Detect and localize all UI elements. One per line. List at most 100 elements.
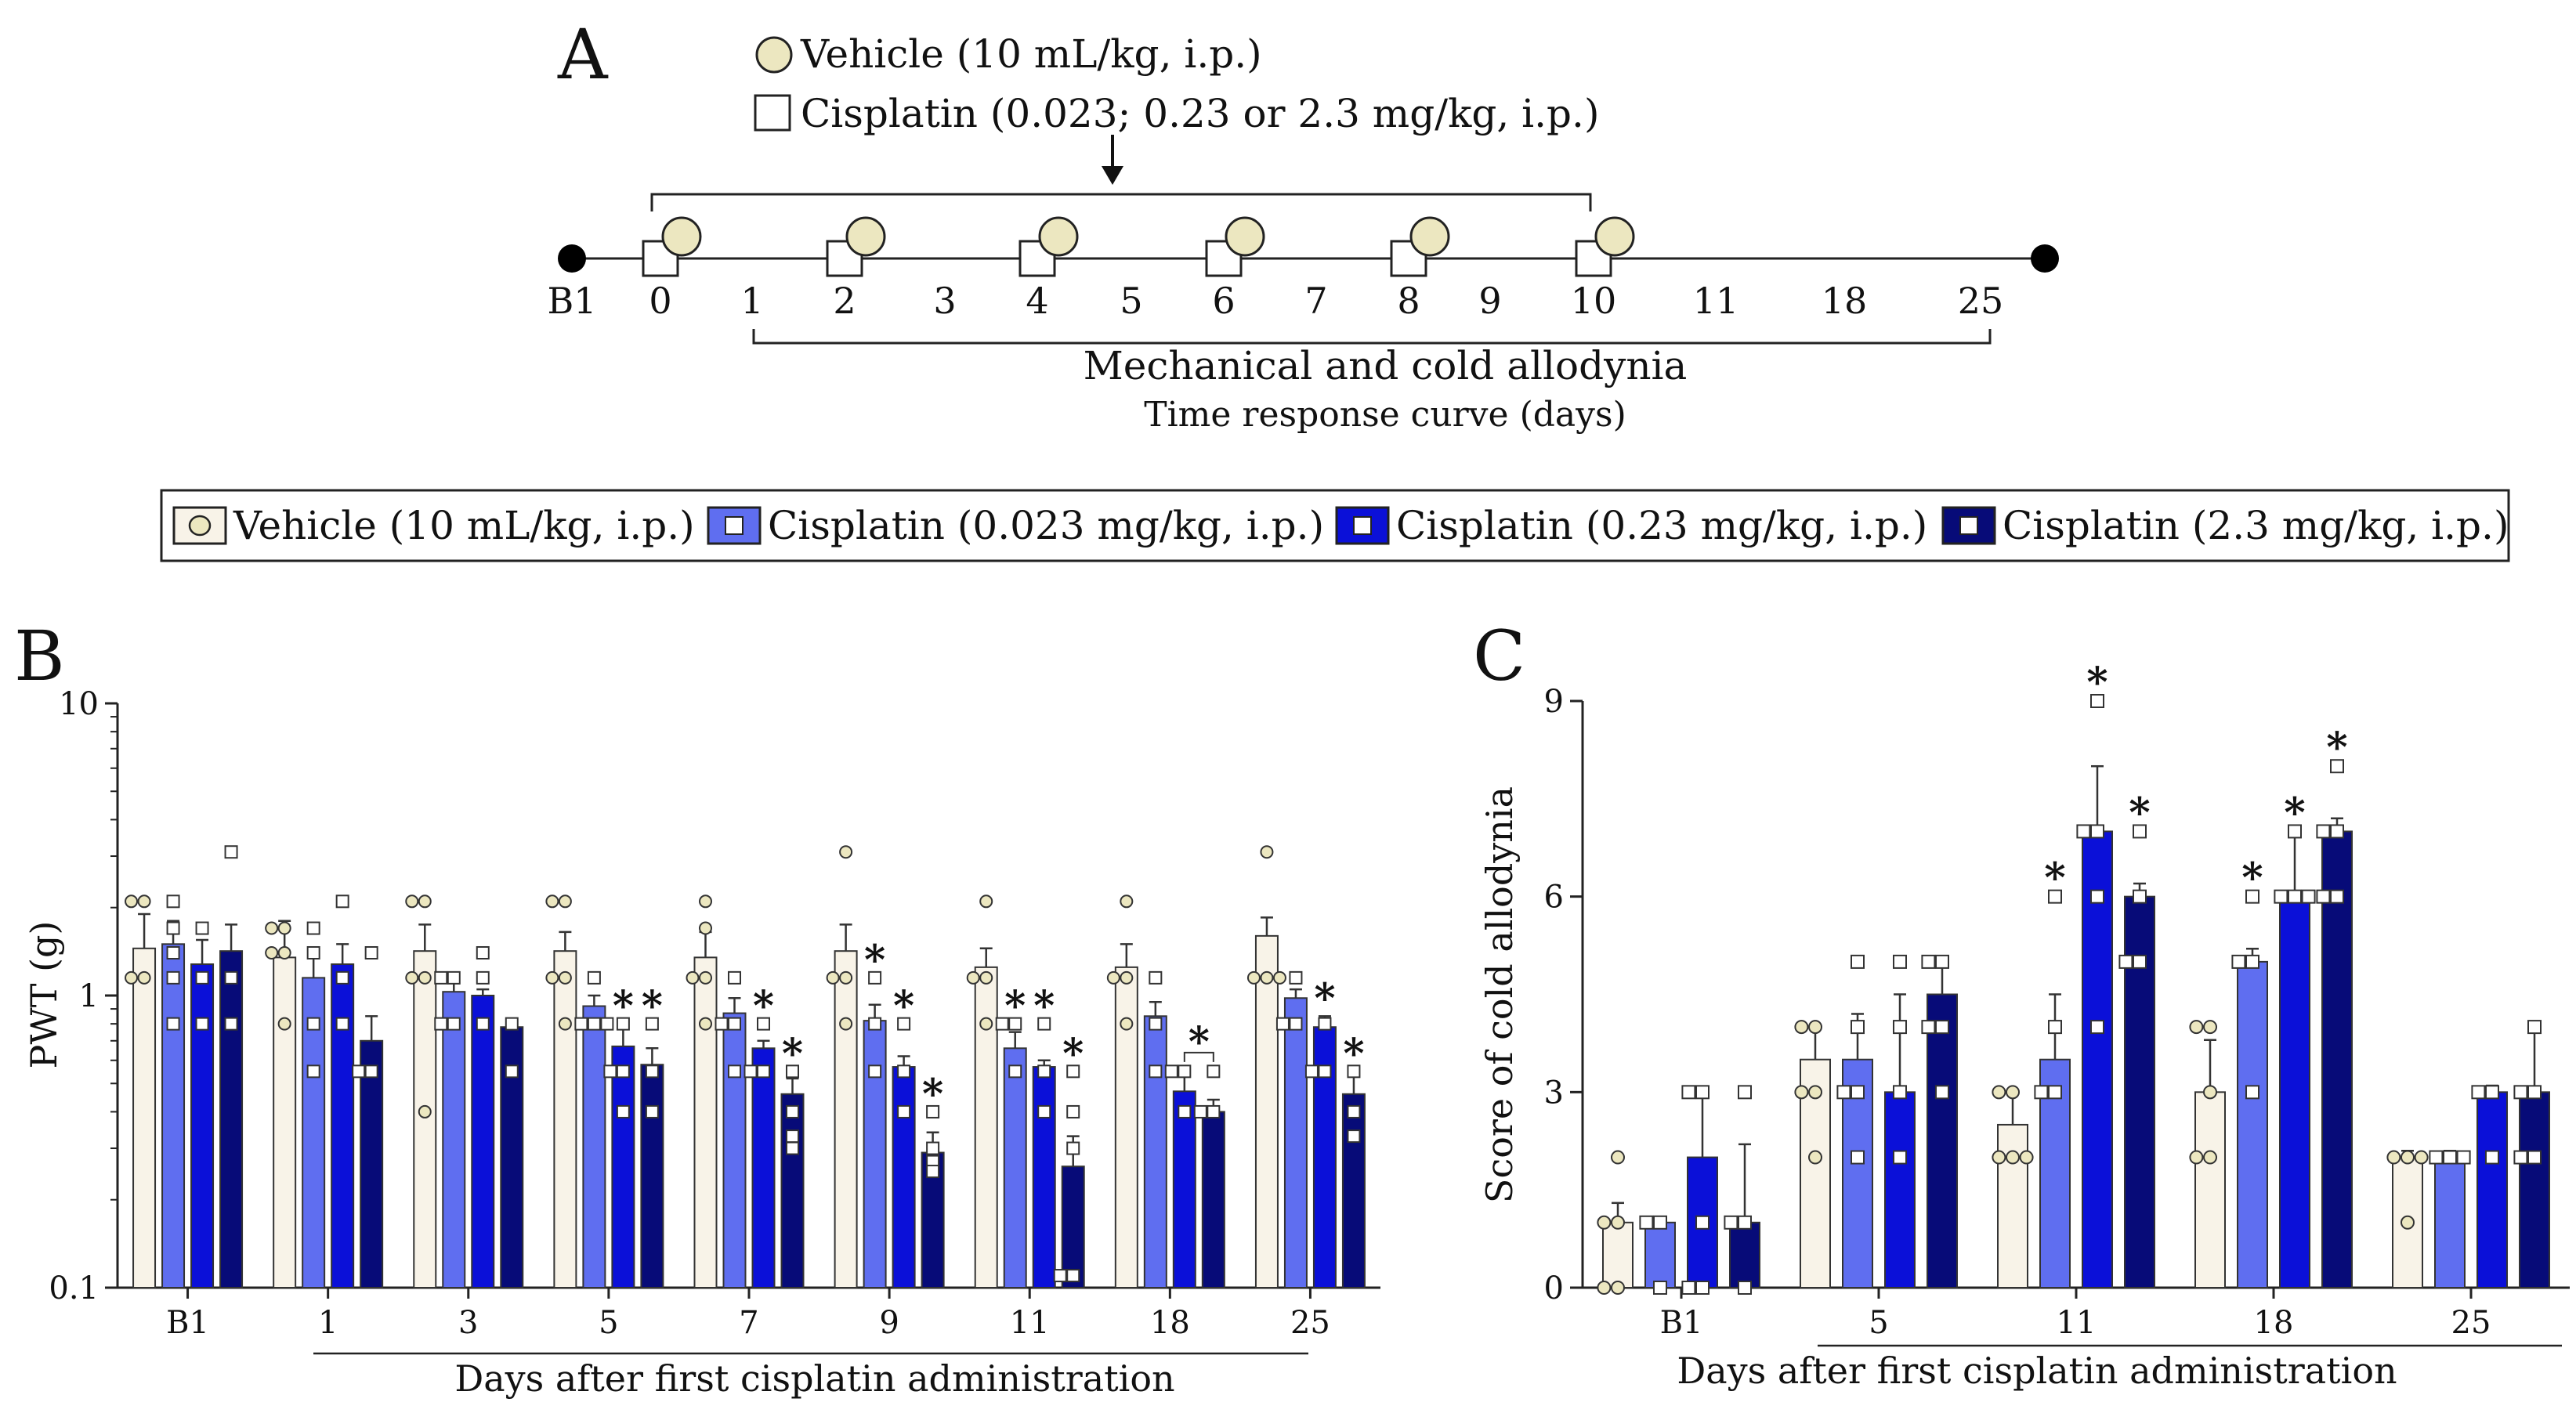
panel-c-point-square [1681, 1085, 1696, 1100]
panel-b-point-circle [418, 970, 432, 985]
panel-a-caption-sub: Time response curve (days) [1144, 395, 1626, 435]
panel-c-bar-vehicle-18 [2194, 1091, 2226, 1289]
panel-c-bar-mid-25 [2477, 1091, 2508, 1289]
panel-a-label: A [557, 14, 609, 95]
panel-b-point-square [195, 970, 209, 985]
vehicle-circle-icon [755, 36, 793, 74]
panel-c-point-square [2076, 824, 2091, 839]
panel-c-point-circle [1992, 1150, 2006, 1165]
timeline-day-18: 18 [1822, 280, 1868, 322]
panel-c-point-square [2527, 1085, 2542, 1100]
panel-c-point-square [1653, 1281, 1667, 1295]
timeline-day-5: 5 [1120, 280, 1142, 322]
panel-c-point-circle [2189, 1020, 2204, 1035]
timeline-day-1: 1 [740, 280, 763, 322]
panel-b-point-square [926, 1141, 940, 1155]
panel-c-point-square [2301, 889, 2316, 904]
panel-c-point-square [1921, 1020, 1936, 1035]
legend-swatch-mid [1335, 506, 1390, 545]
panel-c-point-circle [1794, 1020, 1809, 1035]
panel-c-label: C [1473, 616, 1525, 696]
panel-c-point-square [2048, 1085, 2062, 1100]
panel-b-point-square [166, 894, 180, 909]
panel-b-point-square [166, 970, 180, 985]
panel-b-point-square [897, 1104, 911, 1118]
panel-c-point-square [1851, 1150, 1865, 1165]
panel-c-point-square [1724, 1215, 1738, 1230]
panel-b-significance-star: * [1189, 1018, 1210, 1066]
panel-c-point-square [2527, 1150, 2542, 1165]
panel-b-point-square [897, 1064, 911, 1079]
panel-b-bar-vehicle-B1 [132, 947, 157, 1288]
panel-c-point-square [2090, 824, 2104, 839]
panel-b-bar-vehicle-11 [974, 966, 998, 1288]
panel-b-point-square [352, 1064, 366, 1079]
panel-b-bar-vehicle-9 [834, 950, 858, 1288]
panel-b-point-square [505, 1017, 519, 1031]
panel-b-bar-high-18 [1201, 1111, 1225, 1289]
panel-c-significance-star: * [2241, 855, 2263, 902]
panel-b-bar-high-7 [780, 1093, 805, 1289]
panel-c-point-square [2048, 889, 2062, 904]
panel-b-point-square [786, 1064, 799, 1079]
panel-c-point-square [2316, 824, 2331, 839]
panel-b-x-tick-label: 11 [1010, 1305, 1050, 1341]
panel-b-bar-high-B1 [219, 950, 244, 1288]
panel-a-legend-cisplatin: Cisplatin (0.023; 0.23 or 2.3 mg/kg, i.p… [801, 91, 1599, 136]
panel-b-bar-low-7 [722, 1012, 747, 1288]
panel-b-point-square [1066, 1141, 1080, 1155]
panel-b-point-square [757, 1064, 770, 1079]
panel-b-point-square [1149, 1017, 1163, 1031]
panel-c-point-circle [1992, 1085, 2006, 1100]
panel-c-point-square [2513, 1085, 2528, 1100]
panel-c-point-square [2288, 889, 2302, 904]
panel-b-significance-bracket [1183, 1051, 1214, 1062]
panel-c-bar-high-18 [2321, 830, 2353, 1288]
panel-c-point-square [2456, 1150, 2471, 1165]
timeline-day-8: 8 [1397, 280, 1420, 322]
panel-b-x-tick-label: 5 [599, 1305, 618, 1341]
timeline-day-0: 0 [649, 280, 671, 322]
panel-b-bar-vehicle-7 [693, 956, 718, 1288]
panel-b-point-square [1275, 1017, 1290, 1031]
panel-c-bar-high-B1 [1729, 1221, 1760, 1289]
panel-b-point-square [995, 1017, 1009, 1031]
panel-b-point-circle [137, 970, 151, 985]
panel-b-point-circle [277, 1017, 291, 1031]
panel-b-point-circle [545, 894, 559, 909]
panel-b-significance-star: * [642, 982, 663, 1030]
panel-b-point-circle [558, 1017, 572, 1031]
panel-c-point-square [1935, 1020, 1949, 1035]
panel-b-bar-low-18 [1143, 1015, 1167, 1289]
panel-c-y-tick-label: 3 [1544, 1075, 1564, 1111]
panel-b-bar-low-B1 [161, 943, 186, 1289]
panel-b-point-square [600, 1017, 614, 1031]
legend-marker-square-icon [1353, 516, 1372, 535]
panel-c-bar-high-5 [1927, 993, 1958, 1288]
panel-c-point-square [1653, 1215, 1667, 1230]
panel-b-bar-low-5 [582, 1005, 606, 1288]
panel-b-point-square [926, 1104, 940, 1118]
vehicle-dose-circle-icon [845, 216, 886, 257]
panel-c-point-square [2048, 1020, 2062, 1035]
panel-b-point-square [476, 970, 490, 985]
panel-b-point-square [364, 945, 378, 959]
timeline-dose-markers [642, 216, 1635, 277]
legend-marker-square-icon [725, 516, 743, 535]
panel-c-point-square [1695, 1215, 1709, 1230]
panel-c-point-circle [1794, 1085, 1809, 1100]
panel-c-point-square [1738, 1215, 1752, 1230]
group-legend: Vehicle (10 mL/kg, i.p.) Cisplatin (0.023… [160, 489, 2510, 562]
cisplatin-dose-square-icon [1205, 240, 1243, 277]
panel-b-significance-star: * [1033, 982, 1055, 1030]
panel-b-point-circle [966, 970, 980, 985]
panel-b-point-circle [979, 970, 993, 985]
panel-b-y-axis-label: PWT (g) [23, 921, 65, 1069]
panel-b-point-square [306, 945, 320, 959]
panel-c-point-circle [1597, 1215, 1612, 1230]
timeline-day-4: 4 [1026, 280, 1048, 322]
panel-b-point-square [434, 970, 448, 985]
panel-b-point-circle [1246, 970, 1261, 985]
panel-c-point-square [2527, 1020, 2542, 1035]
